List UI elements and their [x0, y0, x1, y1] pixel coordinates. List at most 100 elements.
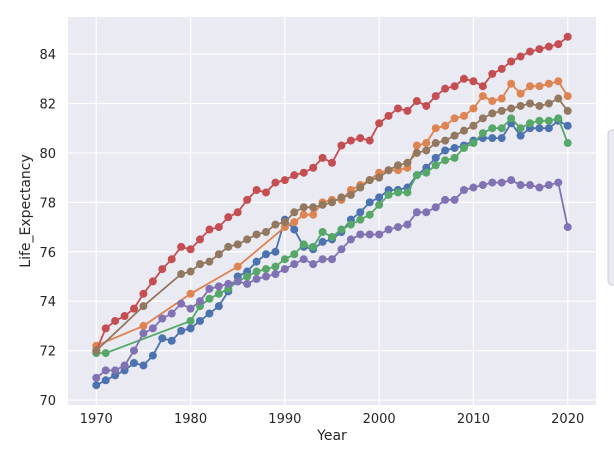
series-brown-point: [403, 158, 412, 167]
series-orange-point: [535, 82, 544, 91]
series-purple-point: [186, 304, 195, 313]
series-red-point: [394, 104, 402, 113]
series-orange-point: [422, 139, 431, 148]
series-blue-point: [450, 143, 459, 152]
series-orange-point: [309, 210, 318, 219]
series-brown-point: [346, 190, 355, 199]
grid-lines: [68, 17, 596, 405]
series-green-point: [252, 267, 261, 276]
series-blue-point: [186, 324, 195, 333]
series-red-point: [290, 171, 299, 180]
series-brown-point: [177, 270, 186, 279]
series-green-point: [554, 114, 563, 123]
series-red-point: [375, 119, 384, 128]
series-red-point: [488, 69, 497, 78]
series-blue-point: [488, 134, 497, 143]
series-purple-point: [111, 366, 120, 375]
series-brown-point: [205, 257, 214, 266]
series-green-point: [516, 124, 525, 133]
series-brown-point: [309, 203, 318, 212]
series-orange-point: [526, 82, 534, 91]
y-tick-label: 78: [39, 196, 56, 211]
series-green-point: [328, 232, 336, 241]
series-brown-point: [337, 193, 346, 202]
series-green-point: [337, 225, 346, 234]
series-green-point: [441, 156, 450, 165]
series-red-point: [365, 136, 374, 145]
series-brown-point: [271, 220, 280, 229]
plot-area: [68, 17, 596, 405]
series-orange-point: [507, 79, 516, 88]
series-red-point: [535, 45, 544, 54]
x-tick-label: 1970: [80, 412, 113, 427]
series-orange-point: [441, 121, 450, 130]
series-green-point: [526, 119, 534, 128]
series-red-point: [280, 176, 289, 185]
series-green-point: [356, 215, 365, 224]
series-red-point: [271, 178, 280, 187]
series-red-point: [516, 52, 525, 61]
series-red-point: [526, 47, 534, 56]
y-tick-label: 84: [39, 48, 56, 63]
x-axis-label: Year: [316, 428, 347, 444]
y-axis-ticks: 70 72 74 76 78 80 82 84: [39, 48, 56, 409]
series-blue-point: [535, 124, 544, 133]
series-orange-point: [139, 321, 148, 330]
x-tick-label: 1980: [174, 412, 207, 427]
series-purple-point: [526, 181, 534, 190]
series-red-point: [431, 92, 440, 101]
series-blue-point: [271, 247, 280, 256]
series-purple-point: [139, 329, 148, 338]
series-red-point: [167, 255, 176, 264]
series-green-point: [544, 116, 553, 125]
series-purple-point: [130, 346, 138, 355]
series-purple-point: [214, 282, 223, 291]
series-red-point: [130, 304, 138, 313]
series-blue-point: [563, 121, 572, 130]
series-brown-point: [412, 148, 421, 157]
series-green-point: [290, 250, 299, 259]
y-tick-label: 72: [39, 345, 56, 360]
series-blue-point: [167, 336, 176, 345]
series-green-point: [535, 116, 544, 125]
series-green-point: [346, 220, 355, 229]
series-red-point: [497, 64, 506, 73]
series-green-point: [431, 161, 440, 170]
series-purple-point: [394, 223, 402, 232]
series-brown-point: [460, 126, 468, 135]
series-green-point: [563, 139, 572, 148]
series-purple-point: [233, 277, 242, 286]
series-blue-point: [318, 237, 327, 246]
series-purple-point: [535, 183, 544, 192]
series-brown-point: [186, 267, 195, 276]
series-red-point: [101, 324, 110, 333]
series-purple-point: [422, 208, 431, 217]
series-orange-point: [544, 79, 553, 88]
series-green-point: [469, 139, 478, 148]
series-brown-point: [328, 198, 336, 207]
series-red-point: [337, 141, 346, 150]
series-green-point: [271, 262, 280, 271]
series-purple-point: [554, 178, 563, 187]
series-green-point: [205, 294, 214, 303]
series-green-point: [422, 168, 431, 177]
series-red-point: [422, 101, 431, 110]
series-brown-point: [252, 230, 261, 239]
series-red-point: [356, 134, 365, 143]
x-tick-label: 2020: [551, 412, 584, 427]
series-brown-point: [478, 114, 487, 123]
series-blue-point: [431, 153, 440, 162]
series-red-point: [139, 289, 148, 298]
series-blue-point: [158, 334, 167, 343]
series-purple-point: [252, 274, 261, 283]
series-purple-point: [337, 245, 346, 254]
series-red-point: [563, 32, 572, 41]
series-green-point: [450, 153, 459, 162]
series-purple-point: [441, 195, 450, 204]
series-purple-point: [469, 183, 478, 192]
y-tick-label: 80: [39, 147, 56, 162]
series-red-point: [309, 163, 318, 172]
series-green-point: [478, 129, 487, 138]
series-brown-point: [233, 240, 242, 249]
series-purple-point: [318, 255, 327, 264]
